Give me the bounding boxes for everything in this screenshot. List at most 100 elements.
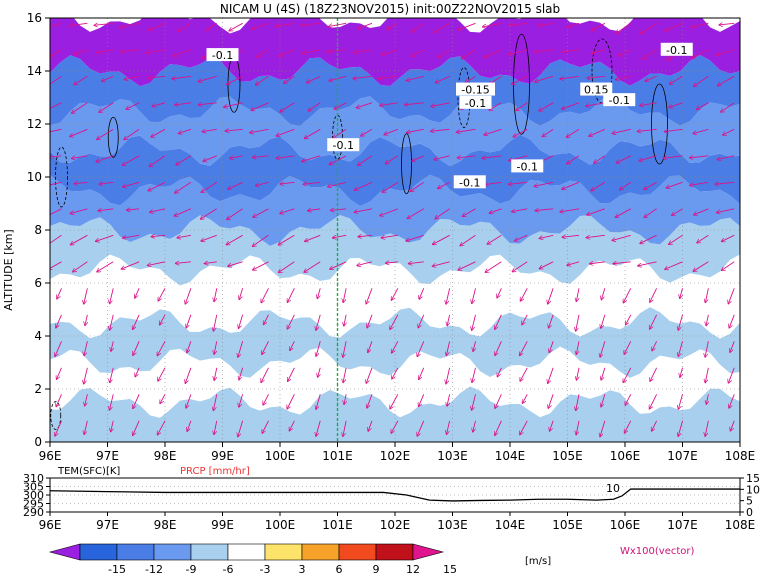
wind-vector (512, 208, 528, 212)
wind-vector (353, 75, 373, 78)
wind-vector (175, 262, 191, 264)
x-tick-label: 108E (725, 449, 756, 463)
wind-vector (438, 49, 450, 58)
wind-vector (357, 261, 373, 266)
wind-vector (535, 75, 554, 82)
wind-vector (417, 420, 425, 436)
wind-vector (333, 128, 347, 138)
wind-vector (640, 234, 657, 243)
wind-vector (178, 22, 192, 31)
wind-vector (214, 367, 218, 381)
wind-vector (516, 102, 528, 111)
wind-vector (84, 367, 88, 384)
surface-x-tick-label: 106E (610, 518, 641, 532)
wind-vector (214, 341, 218, 354)
wind-vector (110, 314, 114, 331)
wind-vector (482, 22, 502, 27)
wind-vector (560, 75, 580, 79)
wind-vector (391, 420, 399, 434)
wind-vector (278, 261, 295, 273)
wind-vector (84, 288, 88, 304)
wind-vector (482, 155, 502, 158)
shade-layer (50, 18, 740, 87)
wind-vector (457, 22, 476, 30)
wind-vector (612, 234, 631, 240)
wind-vector (198, 103, 217, 105)
wind-vector (435, 75, 450, 83)
wind-vector (616, 155, 631, 163)
wind-vector (576, 288, 580, 301)
wind-vector (253, 208, 269, 217)
chart-title: NICAM U (4S) (18Z23NOV2015) init:00Z22NO… (220, 2, 560, 16)
surface-x-tick-label: 98E (154, 518, 177, 532)
wind-vector (721, 261, 735, 271)
wind-vector (111, 341, 113, 351)
wind-vector (566, 128, 580, 137)
colorbar-label: 9 (373, 563, 380, 575)
contour-label-bg (456, 82, 495, 96)
surface-right-tick-label: 5 (746, 495, 753, 508)
wind-vector (261, 367, 269, 383)
contour-label-bg (327, 138, 360, 152)
wind-vector (133, 420, 140, 436)
wind-vector (126, 102, 140, 109)
contour-label: -0.1 (465, 97, 486, 110)
wind-vector (357, 155, 373, 166)
wind-vector (50, 128, 62, 133)
wind-vector (576, 341, 580, 354)
wind-vector (173, 49, 192, 56)
wind-vector (174, 103, 191, 105)
y-tick-label: 14 (27, 64, 42, 78)
wind-vector (101, 75, 114, 81)
wind-vector (651, 420, 658, 431)
wind-vector (497, 288, 502, 298)
contour (107, 116, 119, 158)
wind-vector (406, 234, 424, 241)
wind-vector (202, 129, 217, 131)
wind-vector (229, 22, 243, 31)
wind-vector (186, 314, 192, 328)
contour-labels: -0.1-0.15-0.1-0.1-0.1-0.10.15-0.1-0.1 (206, 42, 693, 189)
wind-vector (99, 182, 114, 184)
wind-vector (549, 341, 554, 352)
wind-vector (576, 314, 580, 331)
contour-label: -0.1 (666, 44, 687, 57)
wind-vector (495, 394, 502, 408)
wind-vector (303, 182, 321, 184)
surface-left-tick-label: 300 (23, 489, 44, 502)
wind-vector (623, 367, 632, 383)
x-tick-label: 103E (437, 449, 468, 463)
wind-vector (706, 394, 708, 404)
wind-vector (344, 314, 346, 326)
wind-vector (447, 314, 450, 326)
wind-vector (438, 181, 450, 188)
surface-left-tick-label: 290 (23, 506, 44, 519)
wind-vector (214, 420, 218, 435)
wind-vector (287, 394, 295, 409)
wind-vector (715, 182, 735, 184)
wind-vector (70, 208, 88, 214)
wind-vector (717, 75, 735, 85)
wind-vector (316, 341, 321, 356)
wind-vector (214, 288, 218, 301)
wind-vector (157, 341, 166, 355)
wind-vector (591, 49, 605, 54)
wind-vector (250, 128, 269, 132)
wind-vector (261, 288, 269, 303)
colorbar-label: -12 (145, 563, 163, 575)
wind-vector (109, 394, 114, 410)
wind-vector (361, 128, 373, 136)
wind-vector (567, 261, 580, 265)
wind-vector (639, 155, 657, 161)
contour (50, 401, 62, 430)
wind-vector (157, 420, 166, 435)
wind-vector (549, 420, 554, 431)
surface-x-tick-label: 105E (552, 518, 583, 532)
wind-vector (55, 341, 62, 356)
wind-vector (50, 208, 62, 215)
wind-vector (509, 23, 528, 25)
wind-vector (539, 102, 554, 111)
wind-vectors (50, 22, 735, 437)
wind-vector (408, 262, 424, 264)
